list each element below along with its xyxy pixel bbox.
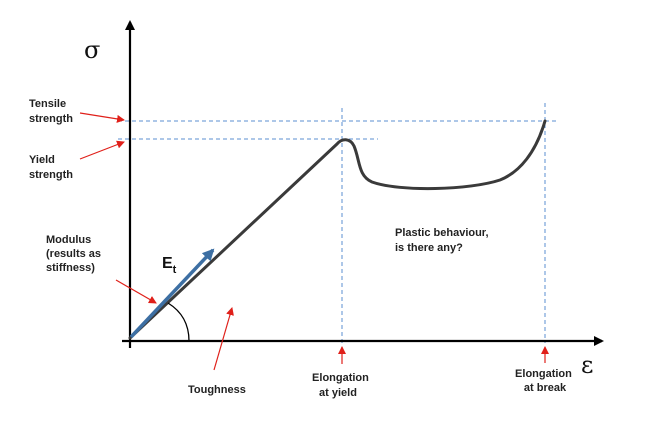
modulus-symbol: Et: [162, 255, 177, 276]
modulus-angle-arc: [167, 302, 190, 342]
strain-axis-symbol: ε: [581, 351, 593, 379]
toughness-pointer: [213, 307, 234, 371]
toughness-label: Toughness: [188, 384, 246, 396]
yield-strength-pointer: [79, 140, 125, 160]
modulus-arrow: [129, 248, 215, 339]
yield-strength-label: Yield strength: [29, 154, 73, 181]
elongation-yield-label: Elongation at yield: [312, 372, 372, 399]
plastic-behaviour-label: Plastic behaviour, is there any?: [395, 227, 492, 254]
stress-strain-curve: [128, 119, 547, 340]
modulus-label: Modulus (results as stiffness): [46, 234, 104, 274]
stress-axis-symbol: σ: [84, 36, 100, 64]
modulus-pointer: [115, 279, 157, 304]
elongation-break-label: Elongation at break: [515, 368, 575, 394]
tensile-strength-label: Tensile strength: [29, 98, 73, 125]
tensile-strength-pointer: [79, 112, 125, 123]
